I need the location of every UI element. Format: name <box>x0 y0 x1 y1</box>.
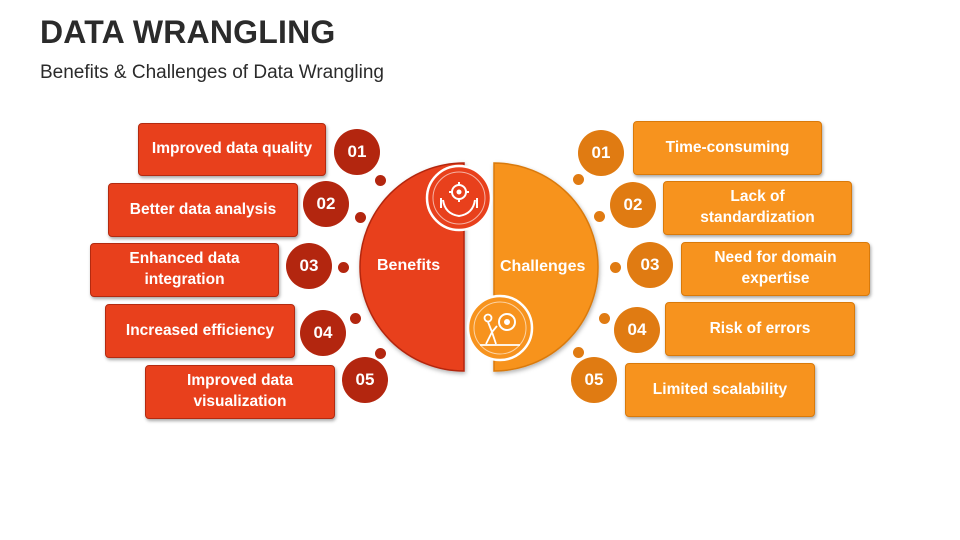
benefit-number-5: 05 <box>342 357 388 403</box>
page-title: DATA WRANGLING <box>40 14 336 50</box>
challenge-number-1: 01 <box>578 130 624 176</box>
person-pushing-gear-icon <box>466 294 534 362</box>
challenge-number-3: 03 <box>627 242 673 288</box>
benefit-box-2: Better data analysis <box>108 183 298 237</box>
benefit-box-1: Improved data quality <box>138 123 326 176</box>
challenges-label: Challenges <box>500 258 586 275</box>
challenge-box-3: Need for domain expertise <box>681 242 870 296</box>
benefit-box-5: Improved data visualization <box>145 365 335 419</box>
hands-gear-icon <box>425 164 493 232</box>
benefit-box-4: Increased efficiency <box>105 304 295 358</box>
page-subtitle: Benefits & Challenges of Data Wrangling <box>40 62 384 83</box>
challenge-box-4: Risk of errors <box>665 302 855 356</box>
benefit-connector-dot-2 <box>355 212 366 223</box>
challenge-number-5: 05 <box>571 357 617 403</box>
benefit-number-4: 04 <box>300 310 346 356</box>
challenge-connector-dot-1 <box>573 174 584 185</box>
benefit-connector-dot-5 <box>375 348 386 359</box>
benefit-box-3: Enhanced data integration <box>90 243 279 297</box>
benefit-connector-dot-4 <box>350 313 361 324</box>
challenge-box-2: Lack of standardization <box>663 181 852 235</box>
challenge-connector-dot-2 <box>594 211 605 222</box>
benefits-label: Benefits <box>377 257 441 274</box>
benefit-number-2: 02 <box>303 181 349 227</box>
challenge-number-2: 02 <box>610 182 656 228</box>
benefit-number-3: 03 <box>286 243 332 289</box>
benefit-number-1: 01 <box>334 129 380 175</box>
challenge-box-5: Limited scalability <box>625 363 815 417</box>
challenge-box-1: Time-consuming <box>633 121 822 175</box>
challenge-connector-dot-3 <box>610 262 621 273</box>
challenge-connector-dot-5 <box>573 347 584 358</box>
challenge-connector-dot-4 <box>599 313 610 324</box>
challenge-number-4: 04 <box>614 307 660 353</box>
benefit-connector-dot-3 <box>338 262 349 273</box>
benefit-connector-dot-1 <box>375 175 386 186</box>
